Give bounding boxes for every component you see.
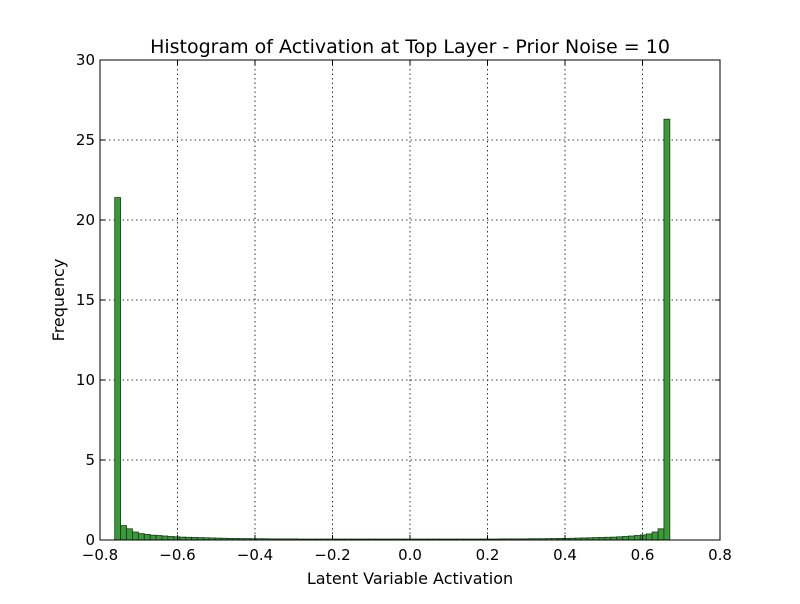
histogram-bar bbox=[114, 197, 122, 541]
x-tick-label: 0.0 bbox=[398, 546, 422, 564]
histogram-bar bbox=[149, 534, 157, 541]
x-tick-labels: −0.8 −0.6 −0.4 −0.2 0.0 0.2 0.4 0.6 0.8 bbox=[82, 546, 732, 564]
x-tick-label: 0.8 bbox=[708, 546, 732, 564]
histogram-bar bbox=[657, 528, 665, 541]
chart-title: Histogram of Activation at Top Layer - P… bbox=[150, 36, 670, 58]
y-tick-label: 5 bbox=[85, 451, 95, 469]
histogram-bar bbox=[167, 536, 175, 541]
x-tick-label: −0.4 bbox=[237, 546, 273, 564]
y-tick-label: 25 bbox=[76, 131, 95, 149]
x-tick-label: 0.2 bbox=[476, 546, 500, 564]
y-tick-label: 15 bbox=[76, 291, 95, 309]
axis-ticks bbox=[99, 59, 721, 541]
histogram-bar bbox=[120, 525, 127, 541]
histogram-bar bbox=[143, 534, 151, 541]
histogram-bar bbox=[639, 534, 647, 541]
x-tick-label: 0.4 bbox=[553, 546, 577, 564]
histogram-bar bbox=[634, 535, 641, 541]
x-tick-label: −0.2 bbox=[314, 546, 350, 564]
histogram-bar bbox=[622, 536, 629, 541]
grid-lines bbox=[100, 60, 720, 540]
histogram-bar bbox=[137, 533, 145, 541]
histogram-bar bbox=[663, 118, 671, 541]
x-tick-label: 0.6 bbox=[631, 546, 655, 564]
y-tick-label: 20 bbox=[76, 211, 95, 229]
x-tick-label: −0.8 bbox=[82, 546, 118, 564]
histogram-bar bbox=[651, 531, 659, 541]
y-tick-label: 0 bbox=[85, 531, 95, 549]
x-axis-label: Latent Variable Activation bbox=[307, 569, 513, 588]
histogram-bar bbox=[132, 531, 139, 541]
y-axis-label: Frequency bbox=[49, 259, 68, 342]
histogram-bar bbox=[645, 533, 653, 541]
histogram-bar bbox=[126, 528, 133, 541]
y-tick-labels: 0 5 10 15 20 25 30 bbox=[76, 51, 95, 549]
y-tick-label: 30 bbox=[76, 51, 95, 69]
histogram-bar bbox=[155, 535, 163, 541]
histogram-bar bbox=[628, 535, 635, 541]
x-tick-label: −0.6 bbox=[159, 546, 195, 564]
histogram-bar bbox=[161, 535, 169, 541]
y-tick-label: 10 bbox=[76, 371, 95, 389]
